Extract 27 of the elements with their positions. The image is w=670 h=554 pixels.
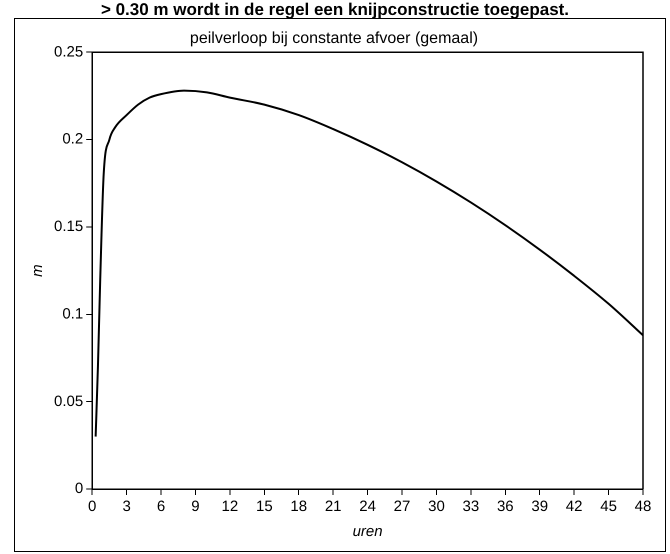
x-tick-label: 21 (324, 498, 342, 516)
x-tick-label: 18 (290, 498, 308, 516)
x-tick-label: 30 (428, 498, 445, 516)
y-tick-label: 0.15 (54, 218, 84, 236)
x-tick-label: 15 (256, 498, 273, 516)
x-tick-label: 27 (394, 498, 410, 516)
x-tick-label: 48 (634, 498, 652, 516)
x-tick-label: 39 (531, 498, 548, 516)
x-tick-label: 0 (88, 498, 96, 516)
x-tick-label: 42 (566, 498, 582, 516)
x-tick-label: 3 (122, 498, 131, 516)
y-tick-label: 0.25 (54, 43, 84, 60)
x-axis-title: uren (352, 523, 383, 540)
x-tick-label: 9 (191, 498, 200, 516)
y-tick-label: 0 (74, 480, 84, 498)
y-tick-label: 0.2 (62, 130, 84, 148)
x-tick-label: 45 (600, 498, 617, 516)
y-tick-label: 0.1 (62, 305, 84, 322)
y-tick-label: 0.05 (54, 392, 84, 410)
text: > 0.30 m wordt in de regel een knijpconstructie toegepast. (100, 0, 570, 20)
x-tick-label: 6 (156, 498, 166, 516)
x-tick-label: 36 (496, 498, 514, 516)
y-axis-title: m (29, 264, 46, 277)
x-tick-label: 12 (222, 498, 238, 516)
chart-title: peilverloop bij constante afvoer (gemaal) (190, 30, 478, 48)
x-tick-label: 33 (462, 498, 480, 516)
x-tick-label: 24 (359, 498, 376, 516)
